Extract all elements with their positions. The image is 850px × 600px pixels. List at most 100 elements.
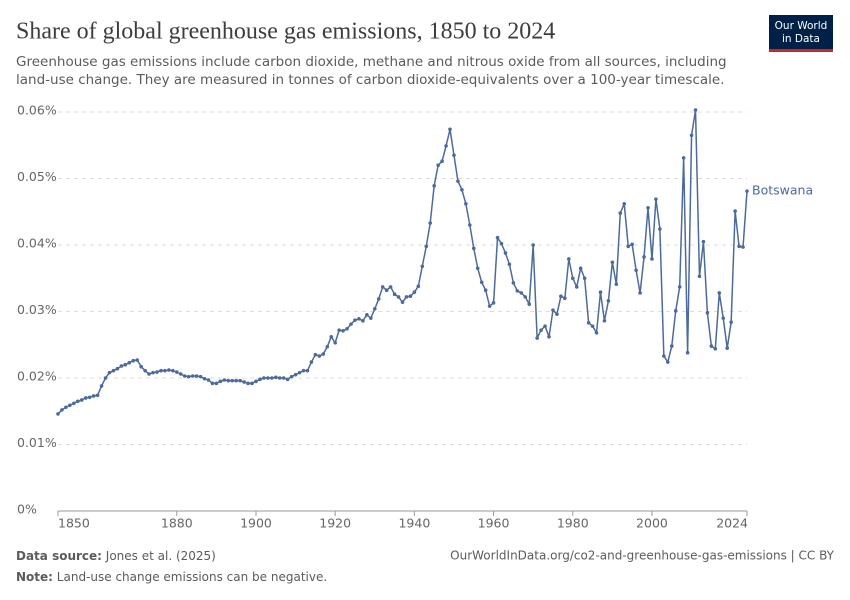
point	[171, 368, 175, 373]
point	[135, 358, 139, 362]
y-tick-label: 0.02%	[17, 369, 57, 384]
point	[139, 364, 143, 369]
point	[72, 401, 76, 406]
y-tick-label: 0%	[17, 502, 37, 517]
point	[578, 266, 583, 271]
point	[123, 362, 128, 367]
point	[491, 301, 496, 305]
source-label: Data source:	[16, 549, 102, 563]
point	[305, 368, 310, 373]
point	[333, 340, 337, 345]
point	[436, 163, 440, 167]
point	[87, 395, 92, 400]
note-text: Land-use change emissions can be negativ…	[57, 570, 327, 584]
point	[721, 316, 726, 320]
point	[95, 393, 100, 398]
point	[412, 290, 417, 295]
point	[685, 350, 690, 355]
x-tick-label: 1900	[240, 516, 272, 531]
point	[658, 227, 662, 231]
point	[285, 377, 290, 382]
point	[622, 201, 627, 206]
point	[198, 374, 203, 379]
point	[570, 276, 575, 281]
legend-label: Botswana	[752, 183, 813, 198]
point	[99, 384, 104, 388]
point	[487, 304, 492, 308]
url[interactable]: OurWorldInData.org/co2-and-greenhouse-ga…	[450, 549, 835, 563]
point	[515, 289, 520, 293]
point	[547, 334, 551, 339]
point	[468, 223, 472, 227]
point	[666, 360, 670, 364]
x-tick-label: 1920	[319, 516, 351, 531]
point	[400, 300, 405, 304]
point	[594, 330, 599, 335]
point	[214, 381, 219, 386]
point	[705, 311, 710, 315]
point	[606, 299, 611, 303]
point	[650, 257, 654, 261]
point	[444, 144, 448, 148]
point	[301, 368, 306, 373]
point	[499, 241, 504, 246]
point	[574, 285, 579, 289]
point	[408, 294, 413, 299]
point	[586, 321, 591, 325]
point	[677, 285, 682, 289]
point	[590, 324, 595, 328]
logo[interactable]: Our World in Data	[769, 15, 833, 52]
y-tick-label: 0.05%	[17, 169, 57, 184]
point	[669, 344, 674, 348]
point	[634, 268, 638, 273]
point	[194, 374, 199, 378]
point	[388, 285, 393, 289]
point	[420, 264, 425, 269]
point	[416, 284, 421, 289]
point	[559, 294, 563, 299]
point	[321, 352, 326, 356]
point	[618, 211, 623, 215]
point	[317, 354, 322, 358]
line	[57, 109, 748, 415]
point	[507, 262, 512, 267]
point	[701, 239, 706, 244]
point	[64, 405, 68, 410]
point	[131, 358, 136, 363]
point	[210, 381, 215, 386]
source: Data source: Jones et al. (2025)	[16, 549, 216, 563]
point	[60, 408, 64, 412]
point	[733, 209, 737, 213]
point	[693, 108, 698, 112]
point	[523, 295, 528, 299]
point	[448, 127, 452, 132]
point	[456, 179, 460, 183]
point	[222, 378, 227, 382]
point	[281, 376, 286, 380]
logo-bar	[769, 49, 833, 52]
point	[83, 396, 88, 400]
point	[479, 280, 484, 285]
point	[341, 328, 345, 333]
point	[230, 378, 235, 383]
point	[186, 374, 191, 379]
y-tick-label: 0.03%	[17, 302, 57, 317]
point	[717, 291, 722, 295]
point	[273, 375, 278, 380]
point	[531, 243, 535, 247]
point	[495, 235, 500, 240]
point	[111, 368, 116, 373]
point	[729, 320, 733, 324]
logo-text: in Data	[782, 33, 820, 45]
point	[369, 316, 373, 320]
point	[270, 376, 274, 380]
point	[258, 377, 262, 382]
x-tick-label: 1850	[58, 516, 90, 531]
point	[709, 344, 714, 348]
logo-box	[769, 15, 833, 49]
point	[107, 370, 112, 375]
point	[79, 398, 84, 402]
point	[178, 372, 183, 376]
point	[376, 297, 381, 301]
